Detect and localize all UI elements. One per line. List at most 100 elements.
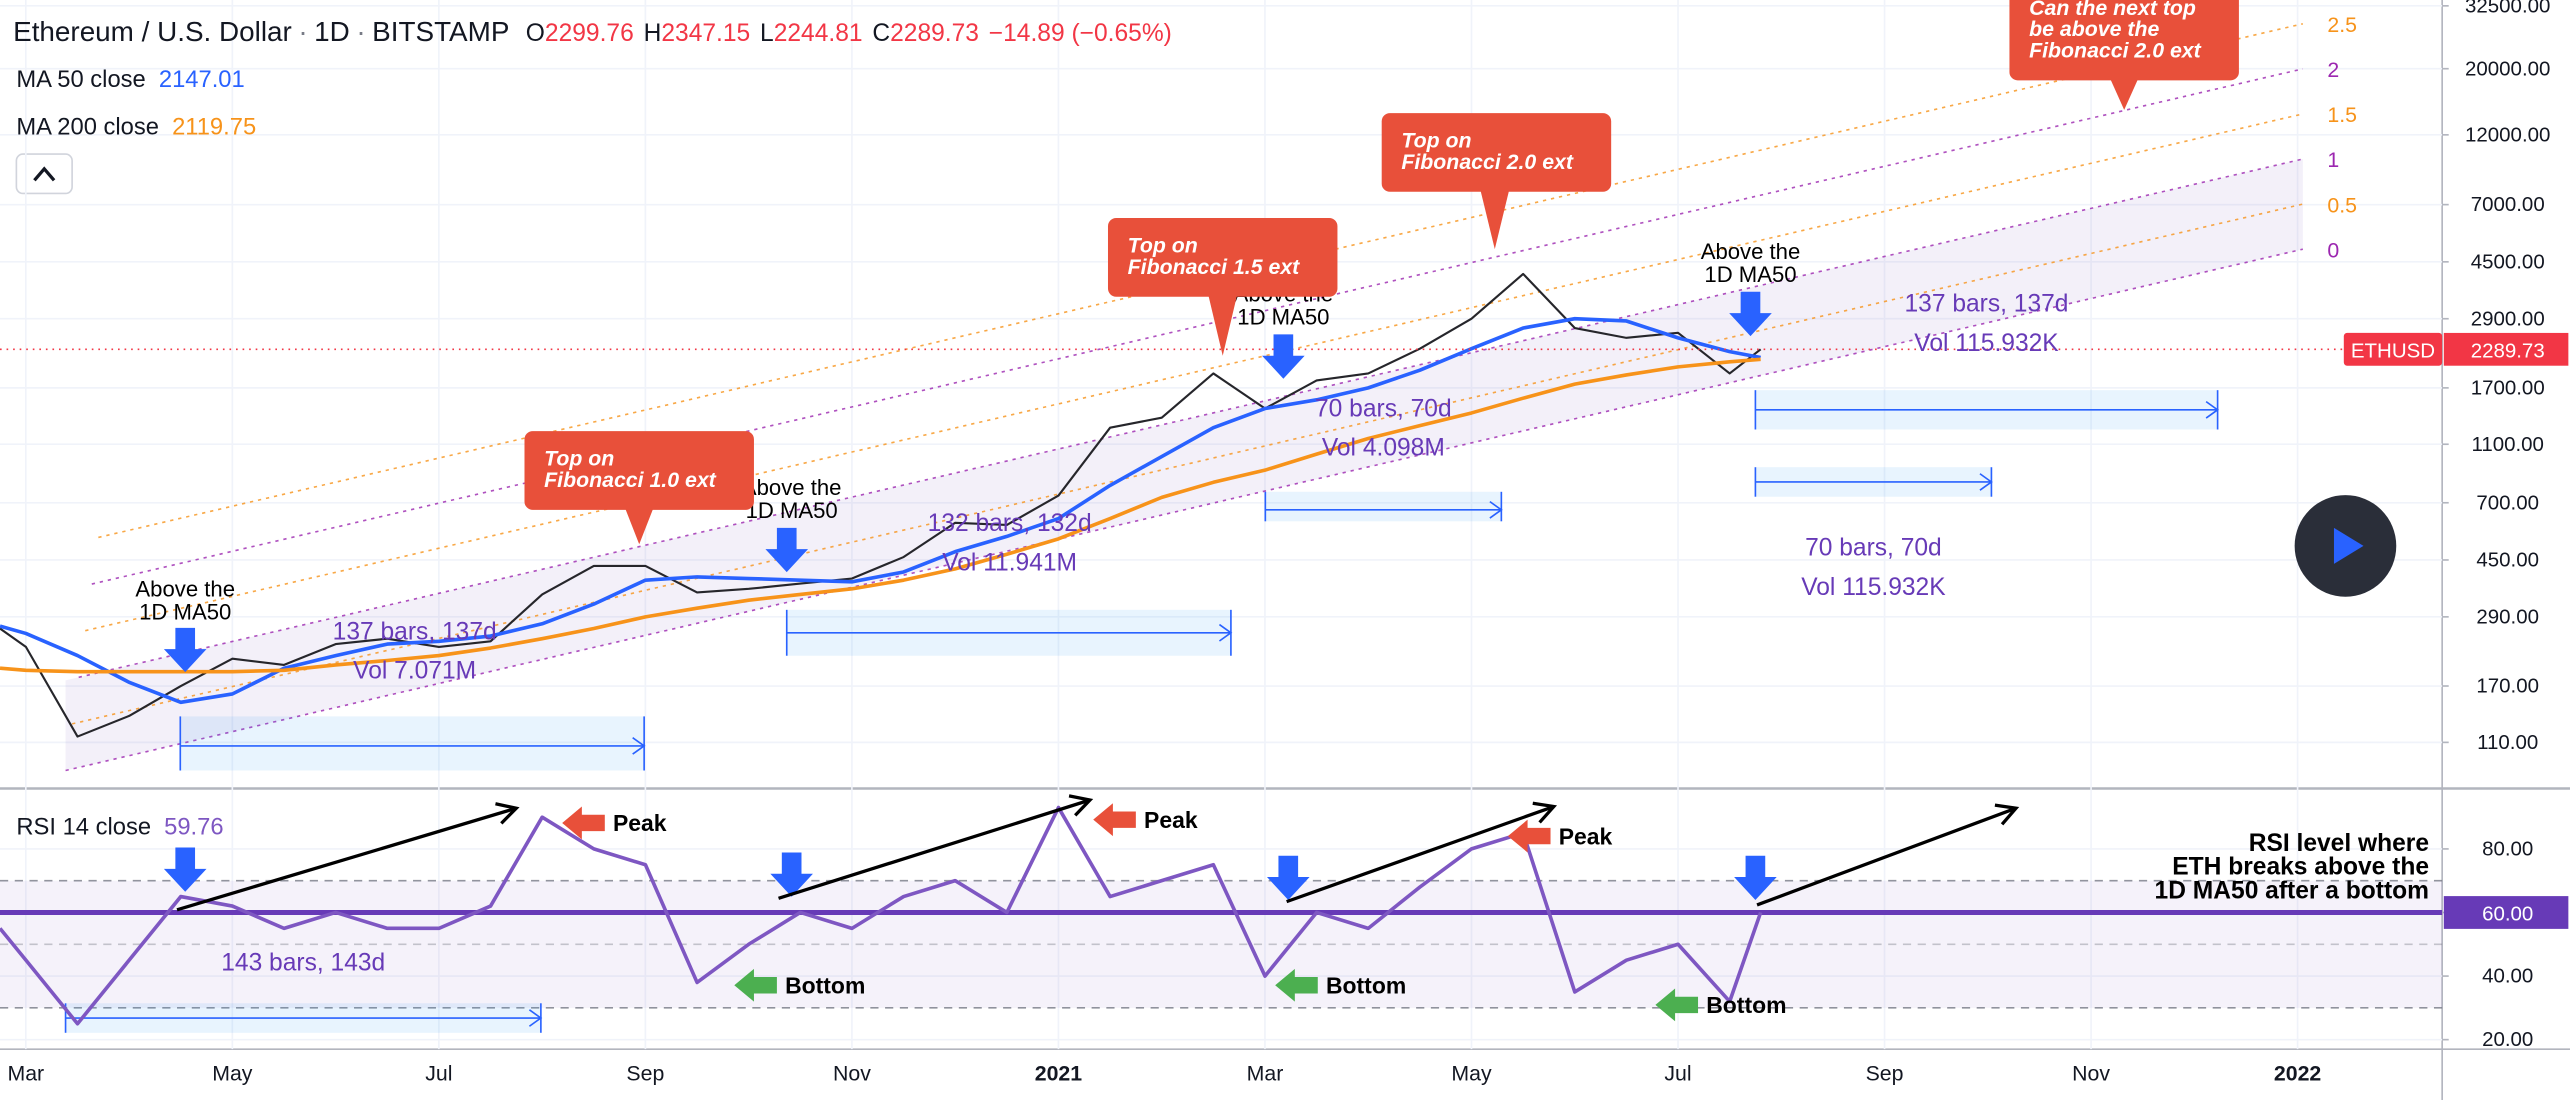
- callout-pointer: [2109, 77, 2139, 110]
- measure-text: 70 bars, 70d: [1315, 395, 1452, 422]
- legend-value: 2119.75: [172, 113, 256, 140]
- x-tick-label: 2022: [2274, 1061, 2321, 1085]
- callout-text: Top on: [544, 447, 614, 471]
- note-text: 1D MA50: [746, 498, 838, 523]
- measure-text: Vol 115.932K: [1801, 574, 1946, 601]
- series-line: [0, 316, 1761, 705]
- collapse-button[interactable]: [15, 153, 73, 195]
- x-tick-label: Jul: [425, 1061, 452, 1085]
- fib-level: [65, 248, 2304, 772]
- callout-text: Fibonacci 2.0 ext: [1401, 150, 1574, 174]
- x-tick-label: May: [1451, 1061, 1492, 1085]
- note-text: 1D MA50: [1704, 262, 1796, 287]
- signal-arrow: [765, 527, 809, 573]
- y-tick-label: 80.00: [2482, 837, 2533, 860]
- fib-level: [78, 158, 2304, 679]
- legend-name: RSI 14 close: [16, 813, 151, 840]
- peak-label: Peak: [1144, 807, 1198, 833]
- legend-entry: RSI 14 close 59.76: [16, 813, 223, 840]
- fib-level-label: 1.5: [2327, 103, 2357, 127]
- range-box: [1265, 491, 1502, 522]
- fib-level-label: 1: [2327, 148, 2339, 172]
- peak-label: Peak: [613, 810, 667, 836]
- peak-label: Peak: [1559, 823, 1613, 849]
- fib-level-label: 2.5: [2327, 13, 2357, 37]
- trend-arrow-head: [1068, 794, 1094, 817]
- y-tick-label: 170.00: [2476, 675, 2539, 698]
- range-box: [180, 716, 645, 771]
- marker-arrow: [1275, 968, 1318, 1002]
- x-tick-label: Nov: [833, 1061, 871, 1085]
- price-tag: 2289.73: [2471, 340, 2545, 363]
- measure-text: 137 bars, 137d: [1905, 290, 2069, 317]
- callout-box: [1381, 113, 1612, 192]
- symbol-tag-box: [2343, 332, 2443, 366]
- measure-text: Vol 4.098M: [1322, 435, 1445, 462]
- measure-text: Vol 7.071M: [353, 658, 476, 685]
- measure-text: 132 bars, 132d: [928, 510, 1092, 537]
- x-tick-label: Mar: [7, 1061, 44, 1085]
- trend-arrow: [1286, 805, 1555, 904]
- callout-text: Fibonacci 1.0 ext: [544, 468, 717, 492]
- ohlc-value: 2244.81: [774, 20, 863, 47]
- trend-arrow: [176, 806, 517, 912]
- ohlc-name: H: [644, 20, 662, 47]
- rsi-note: RSI level where: [2249, 830, 2429, 857]
- y-tick-label: 450.00: [2476, 549, 2539, 572]
- x-tick-label: Sep: [626, 1061, 664, 1085]
- y-tick-label: 2900.00: [2471, 307, 2545, 330]
- y-tick-label: 32500.00: [2465, 0, 2550, 17]
- trend-arrow: [778, 798, 1091, 900]
- y-tick-label: 1700.00: [2471, 376, 2545, 399]
- series-line: [0, 805, 1763, 1026]
- ohlc-name: C: [872, 20, 890, 47]
- rsi-note: ETH breaks above the: [2172, 854, 2429, 881]
- series-line: [0, 357, 1761, 674]
- bottom-label: Bottom: [1326, 972, 1406, 998]
- ohlc-name: L: [760, 20, 774, 47]
- marker-arrow: [1093, 803, 1136, 837]
- note-text: 1D MA50: [1237, 305, 1329, 330]
- measure-text: 143 bars, 143d: [221, 949, 385, 976]
- symbol-tag: ETHUSD: [2351, 340, 2435, 363]
- replay-icon: [2333, 527, 2364, 564]
- marker-arrow: [734, 968, 777, 1002]
- series-line: [0, 272, 1762, 738]
- callout-box: [524, 431, 754, 510]
- callout-box: [1107, 218, 1338, 297]
- fib-level-label: 2: [2327, 58, 2339, 82]
- callout-box: [2009, 0, 2239, 81]
- rsi-band: [0, 880, 2443, 1008]
- collapse-icon: [33, 166, 56, 182]
- measure-text: Vol 115.932K: [1914, 330, 2059, 357]
- y-tick-label: 1100.00: [2471, 433, 2543, 456]
- legend-name: MA 200 close: [16, 113, 159, 140]
- measure-text: 70 bars, 70d: [1805, 535, 1942, 562]
- callout-pointer: [1480, 188, 1510, 250]
- callout-text: Top on: [1401, 129, 1471, 153]
- signal-arrow: [163, 627, 207, 673]
- x-tick-label: Mar: [1247, 1061, 1284, 1085]
- note-text: 1D MA50: [139, 600, 231, 625]
- y-tick-label: 700.00: [2476, 491, 2539, 514]
- signal-arrow: [1266, 855, 1310, 900]
- marker-arrow: [1655, 988, 1699, 1022]
- y-tick-label: 290.00: [2476, 605, 2539, 628]
- interval: 1D: [314, 16, 350, 47]
- bottom-label: Bottom: [1706, 992, 1786, 1018]
- separator: ·: [356, 16, 365, 47]
- symbol-title: Ethereum / U.S. Dollar: [13, 16, 292, 47]
- y-tick-label: 4500.00: [2471, 250, 2545, 273]
- callout-text: be above the: [2029, 17, 2159, 41]
- y-tick-label: 40.00: [2482, 965, 2533, 988]
- y-tick-label: 20.00: [2482, 1028, 2533, 1051]
- y-tick-label: 12000.00: [2465, 123, 2550, 146]
- fib-level-label: 0.5: [2327, 193, 2357, 217]
- chart-header: Ethereum / U.S. Dollar · 1D · BITSTAMP O2299.…: [13, 16, 1172, 47]
- fib-level: [85, 113, 2304, 632]
- marker-arrow: [1507, 819, 1551, 853]
- x-tick-label: 2021: [1035, 1061, 1083, 1085]
